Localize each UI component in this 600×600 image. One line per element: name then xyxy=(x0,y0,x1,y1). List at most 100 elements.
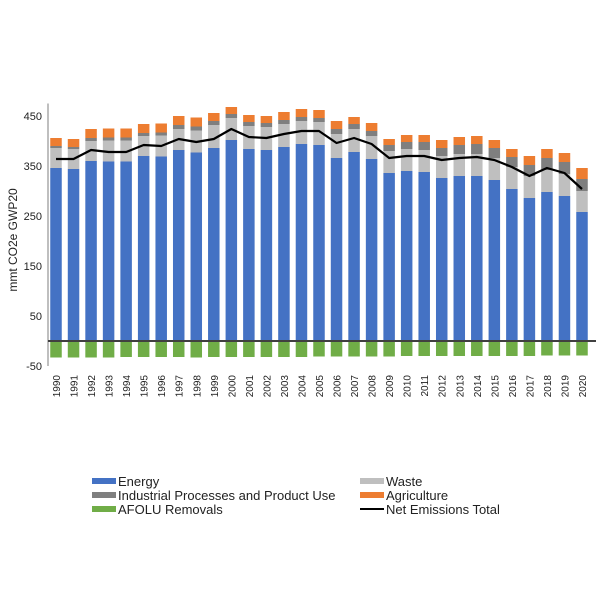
bar-afolu-removals-2011 xyxy=(418,341,430,356)
bar-agriculture-1990 xyxy=(50,138,62,146)
bar-energy-1998 xyxy=(190,152,203,341)
bar-afolu-removals-2009 xyxy=(383,341,395,357)
bar-stack-2013 xyxy=(453,137,466,356)
bar-agriculture-2001 xyxy=(243,115,255,122)
bar-agriculture-2015 xyxy=(488,140,501,148)
bar-stack-2005 xyxy=(313,110,325,357)
bar-stack-2010 xyxy=(400,135,413,356)
bar-stack-2006 xyxy=(330,121,343,357)
bar-waste-2003 xyxy=(278,124,290,147)
bar-energy-2016 xyxy=(506,189,518,341)
bar-energy-1996 xyxy=(155,156,167,341)
x-tick-label: 1991 xyxy=(70,375,81,398)
bar-energy-2015 xyxy=(488,180,501,341)
legend-label: Agriculture xyxy=(386,487,449,503)
bar-stack-2007 xyxy=(348,117,360,357)
bar-energy-1991 xyxy=(67,169,80,341)
bar-stack-2015 xyxy=(488,140,501,356)
net-emissions-polyline xyxy=(56,127,583,190)
x-tick-label: 1993 xyxy=(105,375,116,398)
x-tick-label: 2005 xyxy=(315,375,326,398)
bar-industrial-processes-and-product-use-1993 xyxy=(102,137,115,141)
bar-afolu-removals-1992 xyxy=(85,341,97,358)
legend-item-net-total: Net Emissions Total xyxy=(360,501,500,517)
bar-industrial-processes-and-product-use-2010 xyxy=(400,142,413,149)
bar-stack-1991 xyxy=(67,139,80,358)
bar-agriculture-2014 xyxy=(471,136,483,144)
bar-afolu-removals-1995 xyxy=(137,341,150,357)
bar-energy-2002 xyxy=(260,150,273,341)
bar-energy-2003 xyxy=(278,147,290,341)
x-tick-label: 1992 xyxy=(87,375,98,398)
bar-afolu-removals-1993 xyxy=(102,341,115,358)
x-axis-ticks: 1990 1991 1992 1993 1994 1995 1996 1997 1998 1999… xyxy=(52,375,589,398)
bar-agriculture-2006 xyxy=(330,121,343,129)
bar-energy-1992 xyxy=(85,161,97,341)
bar-industrial-processes-and-product-use-1997 xyxy=(172,125,185,129)
bar-industrial-processes-and-product-use-1992 xyxy=(85,138,97,141)
bar-waste-2015 xyxy=(488,158,501,180)
bar-energy-2017 xyxy=(523,198,536,341)
bar-afolu-removals-1991 xyxy=(67,341,80,358)
bar-agriculture-2002 xyxy=(260,116,273,123)
x-tick-label: 2001 xyxy=(245,375,256,398)
legend-item-ippu: Industrial Processes and Product Use xyxy=(92,487,336,503)
x-tick-label: 2006 xyxy=(333,375,344,398)
bar-energy-2001 xyxy=(243,149,255,341)
bar-waste-1999 xyxy=(208,125,220,148)
bar-energy-2007 xyxy=(348,152,360,341)
bar-agriculture-1994 xyxy=(120,128,132,138)
agriculture-swatch xyxy=(360,492,384,498)
x-tick-label: 1996 xyxy=(157,375,168,398)
bar-agriculture-1993 xyxy=(102,128,115,138)
x-tick-label: 2020 xyxy=(578,375,589,398)
bar-waste-2010 xyxy=(400,149,413,171)
legend-label: Energy xyxy=(118,473,160,489)
bar-afolu-removals-2006 xyxy=(330,341,343,357)
bar-afolu-removals-1994 xyxy=(120,341,132,357)
bar-agriculture-2005 xyxy=(313,110,325,118)
y-tick-label: 150 xyxy=(24,261,42,273)
bar-stack-1995 xyxy=(137,124,150,357)
bar-stack-2009 xyxy=(383,139,395,357)
bar-afolu-removals-2005 xyxy=(313,341,325,357)
x-tick-label: 2000 xyxy=(227,375,238,398)
bar-agriculture-2018 xyxy=(541,149,553,158)
bar-industrial-processes-and-product-use-2017 xyxy=(523,165,536,176)
bar-afolu-removals-2019 xyxy=(558,341,571,356)
bar-afolu-removals-2003 xyxy=(278,341,290,357)
bar-stack-1999 xyxy=(208,113,220,357)
bar-stack-2019 xyxy=(558,153,571,356)
bar-waste-2009 xyxy=(383,151,395,173)
bar-industrial-processes-and-product-use-1996 xyxy=(155,132,167,136)
energy-swatch xyxy=(92,478,116,484)
bar-stack-2016 xyxy=(506,149,518,356)
bar-industrial-processes-and-product-use-2013 xyxy=(453,145,466,154)
bar-waste-2018 xyxy=(541,170,553,192)
x-tick-label: 2002 xyxy=(262,375,273,398)
x-tick-label: 1999 xyxy=(210,375,221,398)
bar-stack-1993 xyxy=(102,128,115,358)
afolu-swatch xyxy=(92,506,116,512)
bar-afolu-removals-1998 xyxy=(190,341,203,358)
bar-agriculture-2011 xyxy=(418,135,430,142)
bar-agriculture-2013 xyxy=(453,137,466,145)
x-tick-label: 2016 xyxy=(508,375,519,398)
bar-industrial-processes-and-product-use-2001 xyxy=(243,122,255,126)
bar-afolu-removals-2001 xyxy=(243,341,255,357)
y-tick-label: 50 xyxy=(30,311,42,323)
bar-industrial-processes-and-product-use-1998 xyxy=(190,126,203,131)
bar-energy-2012 xyxy=(435,178,448,341)
bar-energy-2006 xyxy=(330,158,343,341)
bar-industrial-processes-and-product-use-2019 xyxy=(558,162,571,174)
bar-afolu-removals-2002 xyxy=(260,341,273,357)
bar-afolu-removals-2004 xyxy=(295,341,308,357)
bar-stack-1996 xyxy=(155,123,167,357)
bar-energy-2013 xyxy=(453,176,466,341)
bar-agriculture-2004 xyxy=(295,109,308,117)
bar-afolu-removals-2020 xyxy=(576,341,588,356)
bar-waste-2004 xyxy=(295,121,308,144)
x-tick-label: 1994 xyxy=(122,375,133,398)
bar-industrial-processes-and-product-use-2004 xyxy=(295,117,308,121)
bar-waste-2011 xyxy=(418,150,430,172)
